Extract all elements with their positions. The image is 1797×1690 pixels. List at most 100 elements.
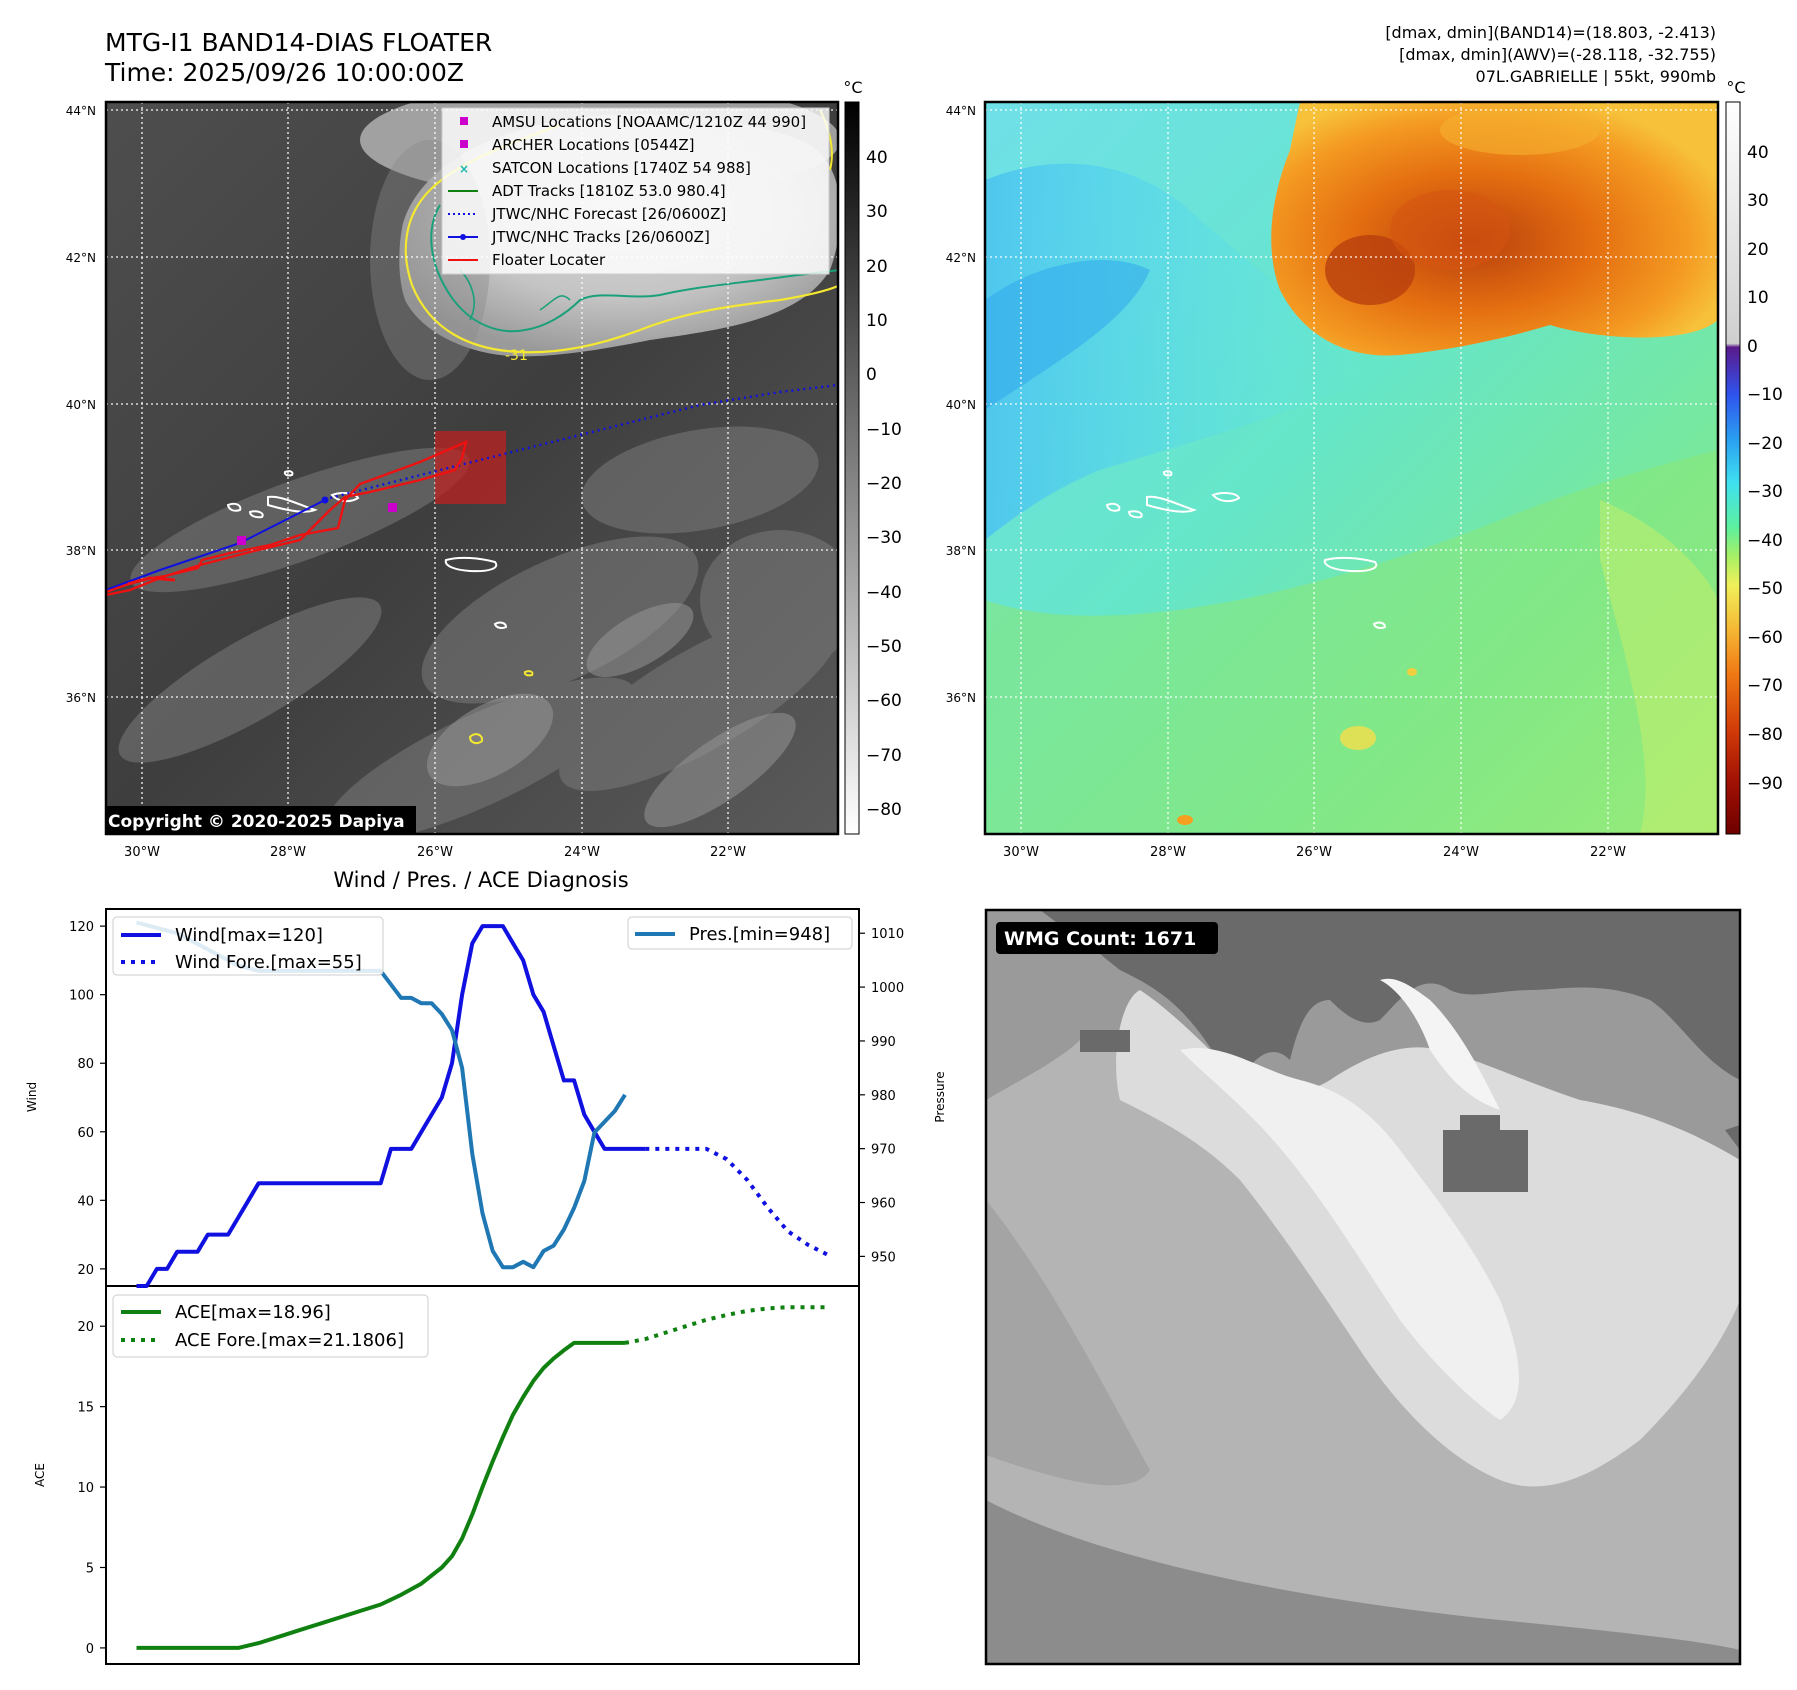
ir-lat-label: 44°N	[66, 104, 96, 118]
ace-tick: 20	[77, 1320, 94, 1335]
amsu-marker	[388, 503, 397, 512]
ir-colorbar-tick: 10	[866, 311, 888, 331]
ir-lat-label: 38°N	[66, 544, 96, 558]
svg-text:×: ×	[459, 162, 469, 176]
ir-lat-label: 40°N	[66, 398, 96, 412]
wind-axis-label: Wind	[25, 1082, 39, 1112]
pressure-tick: 960	[871, 1197, 896, 1212]
awv-lat-label: 40°N	[946, 398, 976, 412]
figure-time: Time: 2025/09/26 10:00:00Z	[104, 58, 464, 87]
ace-axes	[105, 1285, 860, 1665]
awv-colorbar-tick: −30	[1747, 482, 1783, 502]
pressure-tick: 980	[871, 1089, 896, 1104]
legend-forecast: JTWC/NHC Forecast [26/0600Z]	[491, 205, 726, 223]
awv-colorbar-tick: 0	[1747, 337, 1758, 357]
awv-colorbar-tick: −90	[1747, 774, 1783, 794]
floater-locater-path	[106, 439, 468, 597]
pressure-tick: 1010	[871, 927, 904, 942]
ir-colorbar-tick: −70	[866, 746, 902, 766]
best-track-point	[321, 496, 329, 504]
ir-colorbar-tick: −60	[866, 691, 902, 711]
ace-legend: ACE[max=18.96] ACE Fore.[max=21.1806]	[112, 1294, 429, 1358]
legend-archer: ARCHER Locations [0544Z]	[492, 136, 695, 154]
pressure-tick: 970	[871, 1143, 896, 1158]
ir-lat-label: 36°N	[66, 691, 96, 705]
awv-colorbar-tick: −70	[1747, 676, 1783, 696]
floater-box	[435, 431, 506, 504]
legend-ace-fore: ACE Fore.[max=21.1806]	[175, 1330, 404, 1351]
awv-colorbar-tick: 30	[1747, 191, 1769, 211]
awv-colorbar-tick: 10	[1747, 288, 1769, 308]
awv-map-panel	[983, 100, 1720, 836]
pressure-tick: 990	[871, 1035, 896, 1050]
awv-colorbar-tick: −10	[1747, 385, 1783, 405]
ir-colorbar-tick: −40	[866, 583, 902, 603]
ir-map-panel: -31	[104, 100, 840, 836]
wind-legend: Wind[max=120] Wind Fore.[max=55]	[112, 916, 384, 976]
awv-colorbar-unit: °C	[1726, 78, 1745, 97]
wind-tick: 40	[77, 1194, 94, 1209]
ace-tick: 10	[77, 1481, 94, 1496]
legend-ace: ACE[max=18.96]	[175, 1302, 331, 1323]
copyright-box	[106, 806, 416, 834]
wind-tick: 80	[77, 1057, 94, 1072]
ir-colorbar-tick: −80	[866, 800, 902, 820]
ir-lon-label: 26°W	[417, 845, 453, 860]
archer-marker	[237, 536, 246, 545]
ace-tick: 5	[86, 1561, 94, 1576]
legend-tracks: JTWC/NHC Tracks [26/0600Z]	[491, 228, 710, 246]
ir-colorbar-unit: °C	[843, 78, 862, 97]
band14-range-text: [dmax, dmin](BAND14)=(18.803, -2.413)	[1385, 23, 1716, 42]
legend-pres: Pres.[min=948]	[689, 924, 830, 945]
pressure-legend: Pres.[min=948]	[627, 916, 853, 950]
awv-colorbar: °C 40 30 20 10 0 −10 −20 −30 −40 −50 −60…	[1725, 78, 1783, 835]
awv-colorbar-tick: −80	[1747, 725, 1783, 745]
ir-lon-label: 30°W	[124, 845, 160, 860]
ir-colorbar-tick: 30	[866, 202, 888, 222]
ir-colorbar-tick: −30	[866, 528, 902, 548]
series-ace-line	[136, 1340, 625, 1650]
legend-amsu: AMSU Locations [NOAAMC/1210Z 44 990]	[492, 113, 806, 131]
awv-lat-label: 44°N	[946, 104, 976, 118]
series-ace-fore-line	[624, 1305, 829, 1345]
pressure-axis-label: Pressure	[933, 1071, 947, 1122]
series-wind-fore-line	[645, 1146, 830, 1257]
ir-colorbar-tick: −50	[866, 637, 902, 657]
ir-lon-label: 24°W	[564, 845, 600, 860]
awv-colorbar-tick: −40	[1747, 531, 1783, 551]
map-legend: × AMSU Locations [NOAAMC/1210Z 44 990] A…	[441, 107, 830, 275]
wind-tick: 120	[69, 920, 94, 935]
ir-colorbar-tick: 40	[866, 148, 888, 168]
ace-axis-label: ACE	[33, 1463, 47, 1487]
storm-info-text: 07L.GABRIELLE | 55kt, 990mb	[1476, 67, 1716, 86]
awv-lat-label: 36°N	[946, 691, 976, 705]
ir-lat-label: 42°N	[66, 251, 96, 265]
pressure-tick: 950	[871, 1250, 896, 1265]
ir-colorbar-tick: −10	[866, 420, 902, 440]
legend-adt: ADT Tracks [1810Z 53.0 980.4]	[492, 182, 726, 200]
wind-tick: 60	[77, 1126, 94, 1141]
pressure-tick: 1000	[871, 981, 904, 996]
ir-lon-label: 22°W	[710, 845, 746, 860]
awv-lon-label: 22°W	[1590, 845, 1626, 860]
awv-lon-label: 24°W	[1443, 845, 1479, 860]
best-track-line	[106, 499, 326, 591]
ir-colorbar-tick: 20	[866, 257, 888, 277]
contour-label: -31	[505, 348, 528, 364]
awv-colorbar-tick: 20	[1747, 240, 1769, 260]
ir-colorbar-tick: 0	[866, 365, 877, 385]
ace-tick: 15	[77, 1401, 94, 1416]
legend-satcon: SATCON Locations [1740Z 54 988]	[492, 159, 751, 177]
wmg-panel: WMG Count: 1671	[984, 908, 1742, 1666]
legend-wind-fore: Wind Fore.[max=55]	[175, 952, 362, 973]
awv-lat-label: 38°N	[946, 544, 976, 558]
ir-colorbar-tick: −20	[866, 474, 902, 494]
wind-tick: 100	[69, 989, 94, 1004]
diagnosis-title: Wind / Pres. / ACE Diagnosis	[333, 868, 628, 892]
wmg-count-text: WMG Count: 1671	[1004, 928, 1196, 950]
legend-wind: Wind[max=120]	[175, 925, 323, 946]
series-wind-line	[136, 924, 646, 1288]
ace-tick: 0	[86, 1642, 94, 1657]
awv-colorbar-tick: −60	[1747, 628, 1783, 648]
